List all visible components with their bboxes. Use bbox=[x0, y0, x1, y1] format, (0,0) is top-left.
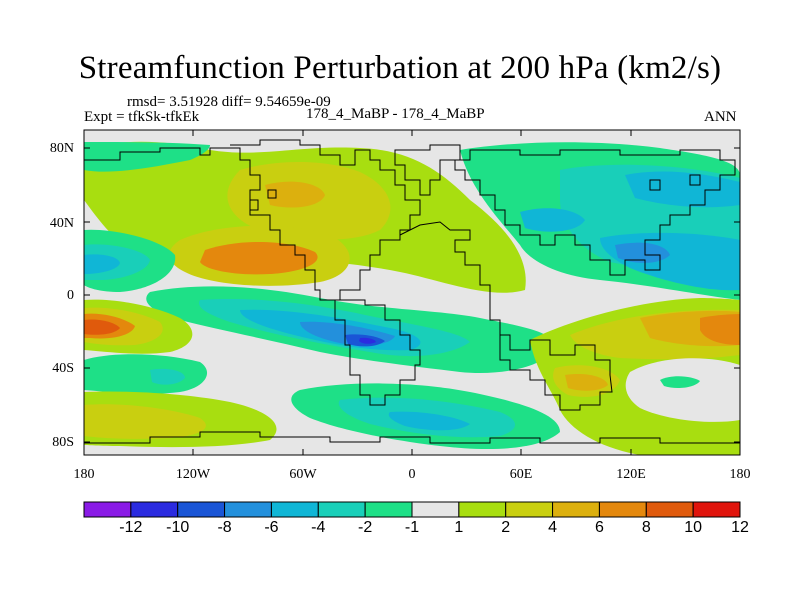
colorbar-label: -6 bbox=[264, 519, 278, 536]
lon-label: 60W bbox=[289, 467, 317, 482]
coastline-eurasia-north bbox=[454, 149, 736, 276]
colorbar-label: 2 bbox=[501, 519, 510, 536]
neg-south-band-6 bbox=[359, 337, 376, 344]
coastline-greenland bbox=[394, 144, 461, 196]
colorbar-swatch bbox=[411, 501, 460, 518]
colorbar-swatch bbox=[317, 501, 366, 518]
colorbar-swatch bbox=[645, 501, 694, 518]
coastline-arctic-islands bbox=[249, 174, 701, 211]
lon-label: 180 bbox=[730, 467, 751, 482]
neg-north-east-3 bbox=[520, 208, 585, 232]
lon-label: 60E bbox=[510, 467, 533, 482]
colorbar: -12 -10 -8 -6 -4 -2 -1 1 2 4 6 8 10 12 bbox=[83, 501, 749, 536]
coastline-eurasia-africa bbox=[399, 221, 613, 411]
pos-band-north-4 bbox=[200, 241, 318, 275]
lat-tick-marks bbox=[84, 147, 740, 443]
colorbar-label: -2 bbox=[358, 519, 372, 536]
neutral-south-east-hole bbox=[625, 358, 740, 422]
colorbar-label: 4 bbox=[548, 519, 557, 536]
colorbar-swatch bbox=[130, 501, 179, 518]
pos-south-east-4 bbox=[700, 314, 740, 345]
coastline-south-america bbox=[320, 299, 421, 406]
colorbar-swatch bbox=[364, 501, 413, 518]
neg-top-left bbox=[84, 142, 210, 172]
lon-label: 0 bbox=[409, 467, 416, 482]
colorbar-swatch bbox=[552, 501, 600, 518]
contour-field bbox=[84, 130, 740, 455]
lat-label: 40N bbox=[50, 216, 74, 231]
stats-label: rmsd= 3.51928 diff= 9.54659e-09 bbox=[127, 94, 331, 110]
neg-north-east-7 bbox=[708, 253, 740, 276]
colorbar-label: 1 bbox=[454, 519, 463, 536]
lon-tick-marks bbox=[83, 130, 741, 455]
pos-band-north-5 bbox=[265, 181, 325, 208]
neg-west-north-3 bbox=[84, 254, 120, 274]
colorbar-label: 8 bbox=[642, 519, 651, 536]
coastlines bbox=[84, 139, 740, 444]
colorbar-swatch bbox=[177, 501, 226, 518]
colorbar-label: -12 bbox=[119, 519, 142, 536]
experiment-label: Expt = tfkSk-tfkEk bbox=[84, 109, 200, 125]
colorbar-swatch bbox=[458, 501, 507, 518]
coastline-antarctica bbox=[84, 431, 740, 444]
colorbar-swatch bbox=[505, 501, 554, 518]
colorbar-swatch bbox=[83, 501, 132, 518]
neg-south-east-ring bbox=[660, 376, 700, 389]
neg-north-east-6 bbox=[615, 242, 670, 263]
colorbar-swatch bbox=[692, 501, 741, 518]
lon-label: 120W bbox=[176, 467, 211, 482]
colorbar-swatch bbox=[598, 501, 647, 518]
lon-label: 120E bbox=[616, 467, 646, 482]
lat-label: 40S bbox=[52, 361, 74, 376]
colorbar-label: -1 bbox=[405, 519, 419, 536]
neg-south-west bbox=[84, 354, 208, 394]
lat-label: 80S bbox=[52, 435, 74, 450]
season-label: ANN bbox=[704, 109, 737, 125]
pos-south-west-4 bbox=[84, 319, 120, 335]
colorbar-label: 6 bbox=[595, 519, 604, 536]
coastline-north-america bbox=[84, 139, 421, 301]
colorbar-swatch bbox=[224, 501, 272, 518]
colorbar-label: -10 bbox=[166, 519, 189, 536]
chart-title: Streamfunction Perturbation at 200 hPa (… bbox=[78, 50, 722, 86]
neg-south-lower-3 bbox=[388, 411, 470, 431]
pos-south-east-6 bbox=[565, 374, 608, 391]
colorbar-label: -4 bbox=[311, 519, 325, 536]
neg-south-west-2 bbox=[150, 368, 185, 385]
case-label: 178_4_MaBP - 178_4_MaBP bbox=[306, 106, 485, 122]
pos-south-lower-left-2 bbox=[84, 404, 206, 439]
colorbar-label: 10 bbox=[684, 519, 702, 536]
colorbar-swatch bbox=[270, 501, 319, 518]
lat-label: 80N bbox=[50, 141, 74, 156]
lon-label: 180 bbox=[74, 467, 95, 482]
colorbar-label: -8 bbox=[217, 519, 231, 536]
colorbar-label: 12 bbox=[731, 519, 749, 536]
lat-label: 0 bbox=[67, 288, 74, 303]
